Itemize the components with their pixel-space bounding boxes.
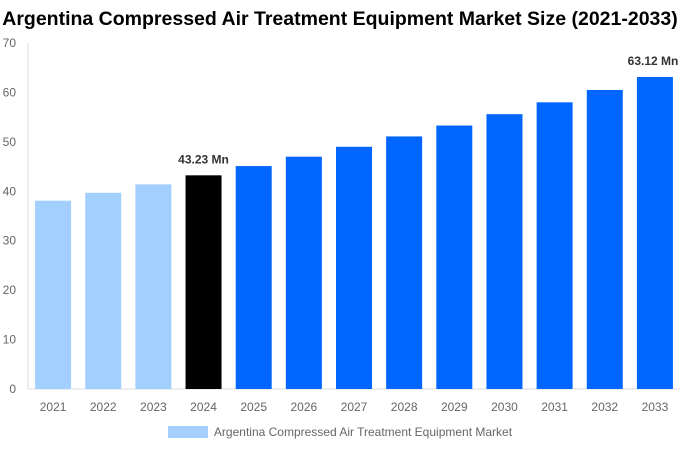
bar-2030	[486, 114, 523, 390]
x-tick-label: 2029	[441, 400, 468, 414]
x-tick-label: 2024	[190, 400, 217, 414]
x-tick-label: 2025	[240, 400, 267, 414]
y-tick-label: 40	[3, 184, 17, 198]
bar-2028	[386, 136, 423, 389]
x-tick-label: 2032	[591, 400, 618, 414]
x-tick-label: 2027	[341, 400, 368, 414]
bar-2029	[436, 125, 473, 389]
x-tick-label: 2022	[90, 400, 117, 414]
y-tick-label: 50	[3, 135, 17, 149]
x-tick-label: 2021	[40, 400, 67, 414]
bar-2027	[336, 146, 372, 389]
x-tick-label: 2026	[290, 400, 317, 414]
x-tick-label: 2028	[391, 400, 418, 414]
x-tick-label: 2033	[642, 400, 669, 414]
legend-label: Argentina Compressed Air Treatment Equip…	[213, 425, 513, 439]
x-tick-label: 2023	[140, 400, 167, 414]
bar-2026	[285, 156, 322, 389]
bar-2032	[586, 89, 623, 389]
bar-2024	[185, 175, 222, 389]
data-label: 43.23 Mn	[178, 152, 229, 166]
bar-2025	[235, 166, 272, 389]
y-tick-label: 0	[9, 382, 16, 396]
y-tick-label: 70	[3, 36, 17, 50]
y-tick-label: 10	[3, 333, 17, 347]
bar-2033	[636, 77, 673, 389]
chart-title: Argentina Compressed Air Treatment Equip…	[2, 8, 678, 30]
y-tick-label: 20	[3, 283, 17, 297]
legend[interactable]: Argentina Compressed Air Treatment Equip…	[0, 425, 680, 439]
bar-2023	[135, 184, 172, 389]
bar-2021	[35, 200, 72, 389]
bar-2031	[536, 102, 573, 390]
data-label: 63.12 Mn	[628, 54, 679, 68]
x-tick-label: 2031	[541, 400, 568, 414]
y-tick-label: 30	[3, 234, 17, 248]
y-tick-label: 60	[3, 85, 17, 99]
bar-2022	[85, 192, 122, 389]
x-tick-label: 2030	[491, 400, 518, 414]
legend-swatch	[167, 426, 208, 438]
